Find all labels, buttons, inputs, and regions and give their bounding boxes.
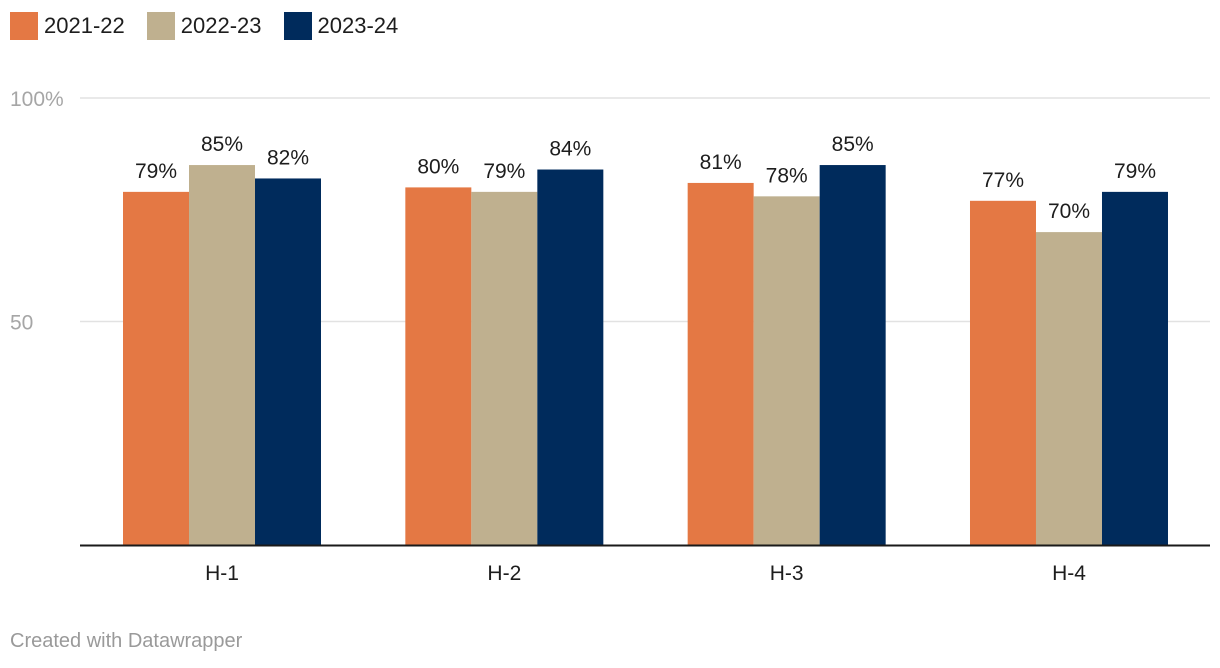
legend-swatch-2021-22 xyxy=(10,12,38,40)
legend-item-2022-23: 2022-23 xyxy=(146,12,262,40)
bar xyxy=(405,187,472,545)
bar xyxy=(687,182,754,545)
legend-item-2023-24: 2023-24 xyxy=(283,12,399,40)
bar xyxy=(753,196,820,545)
bar xyxy=(255,178,321,545)
x-tick-label: H-4 xyxy=(1052,562,1086,585)
legend-label-2022-23: 2022-23 xyxy=(180,13,262,38)
bar-value-label: 79% xyxy=(135,160,177,183)
bar-value-label: 85% xyxy=(832,133,874,156)
legend-swatch-2022-23 xyxy=(146,12,175,40)
x-tick-label: H-1 xyxy=(205,562,239,585)
bar-value-label: 70% xyxy=(1048,200,1090,223)
bar-value-label: 84% xyxy=(549,138,591,161)
bar-value-label: 77% xyxy=(982,169,1024,192)
bar xyxy=(1101,191,1168,545)
bar-value-label: 80% xyxy=(417,155,459,178)
bar xyxy=(537,169,604,545)
bar-value-label: 85% xyxy=(201,133,243,156)
legend-label-2021-22: 2021-22 xyxy=(44,13,125,38)
legend-swatch-2023-24 xyxy=(283,12,312,40)
bar xyxy=(189,165,255,546)
y-tick-label: 100% xyxy=(10,88,64,111)
bar-value-label: 79% xyxy=(483,160,525,183)
credit-text: Created with Datawrapper xyxy=(10,630,243,652)
bar xyxy=(819,165,886,546)
bar-value-label: 81% xyxy=(700,151,742,174)
bar xyxy=(471,191,538,545)
x-tick-label: H-2 xyxy=(487,562,521,585)
bar xyxy=(969,200,1036,545)
legend-item-2021-22: 2021-22 xyxy=(10,12,125,40)
bar xyxy=(123,191,189,545)
bar-value-label: 79% xyxy=(1114,160,1156,183)
bar-value-label: 78% xyxy=(766,164,808,187)
chart-legend: 2021-22 2022-23 2023-24 xyxy=(10,10,398,42)
x-tick-label: H-3 xyxy=(770,562,804,585)
bar xyxy=(1035,232,1102,545)
legend-label-2023-24: 2023-24 xyxy=(317,13,399,38)
y-tick-label: 50 xyxy=(10,312,33,335)
bar-value-label: 82% xyxy=(267,146,309,169)
